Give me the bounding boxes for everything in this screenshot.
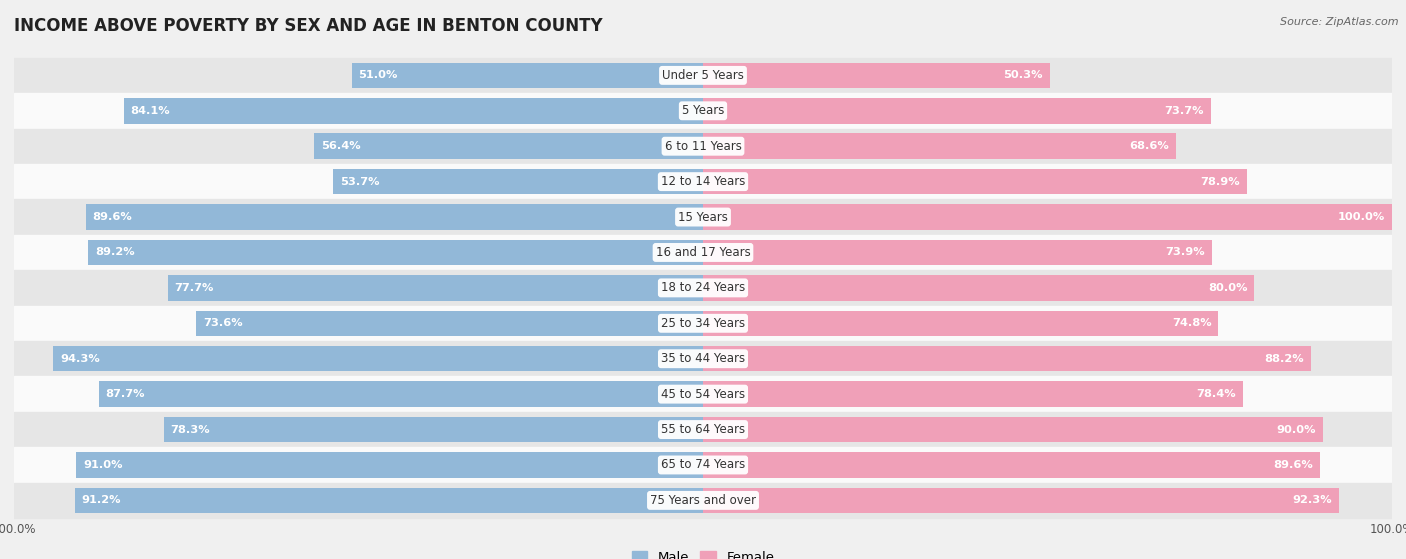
- Text: 91.0%: 91.0%: [83, 460, 122, 470]
- Bar: [315, 134, 703, 159]
- Text: 18 to 24 Years: 18 to 24 Years: [661, 281, 745, 295]
- Bar: [703, 381, 1243, 407]
- Text: 92.3%: 92.3%: [1292, 495, 1331, 505]
- Bar: [195, 311, 703, 336]
- Bar: [703, 63, 1049, 88]
- Bar: [352, 63, 703, 88]
- Text: 89.6%: 89.6%: [93, 212, 132, 222]
- Text: 75 Years and over: 75 Years and over: [650, 494, 756, 507]
- Bar: [703, 417, 1323, 442]
- Bar: [89, 240, 703, 265]
- Bar: [98, 381, 703, 407]
- Text: 56.4%: 56.4%: [322, 141, 361, 151]
- Text: 88.2%: 88.2%: [1264, 354, 1303, 364]
- Text: 5 Years: 5 Years: [682, 105, 724, 117]
- Bar: [703, 169, 1247, 195]
- Bar: [14, 447, 1392, 482]
- Text: 90.0%: 90.0%: [1277, 424, 1316, 434]
- Bar: [14, 58, 1392, 93]
- Text: 73.7%: 73.7%: [1164, 106, 1204, 116]
- Bar: [14, 164, 1392, 200]
- Bar: [703, 346, 1310, 372]
- Bar: [703, 240, 1212, 265]
- Bar: [76, 452, 703, 478]
- Text: 89.2%: 89.2%: [96, 248, 135, 258]
- Bar: [703, 204, 1392, 230]
- Bar: [14, 235, 1392, 270]
- Text: 78.3%: 78.3%: [170, 424, 209, 434]
- Text: 80.0%: 80.0%: [1208, 283, 1247, 293]
- Bar: [703, 311, 1219, 336]
- Bar: [333, 169, 703, 195]
- Bar: [14, 341, 1392, 376]
- Text: 50.3%: 50.3%: [1002, 70, 1043, 80]
- Text: 74.8%: 74.8%: [1171, 318, 1212, 328]
- Bar: [163, 417, 703, 442]
- Text: Under 5 Years: Under 5 Years: [662, 69, 744, 82]
- Text: 51.0%: 51.0%: [359, 70, 398, 80]
- Text: 73.9%: 73.9%: [1166, 248, 1205, 258]
- Bar: [14, 482, 1392, 518]
- Bar: [703, 98, 1211, 124]
- Text: 25 to 34 Years: 25 to 34 Years: [661, 317, 745, 330]
- Text: Source: ZipAtlas.com: Source: ZipAtlas.com: [1281, 17, 1399, 27]
- Text: 65 to 74 Years: 65 to 74 Years: [661, 458, 745, 471]
- Bar: [14, 376, 1392, 412]
- Text: 89.6%: 89.6%: [1274, 460, 1313, 470]
- Text: INCOME ABOVE POVERTY BY SEX AND AGE IN BENTON COUNTY: INCOME ABOVE POVERTY BY SEX AND AGE IN B…: [14, 17, 603, 35]
- Bar: [703, 487, 1339, 513]
- Bar: [14, 129, 1392, 164]
- Bar: [124, 98, 703, 124]
- Text: 84.1%: 84.1%: [131, 106, 170, 116]
- Bar: [75, 487, 703, 513]
- Text: 35 to 44 Years: 35 to 44 Years: [661, 352, 745, 365]
- Bar: [86, 204, 703, 230]
- Bar: [703, 134, 1175, 159]
- Legend: Male, Female: Male, Female: [626, 546, 780, 559]
- Bar: [14, 412, 1392, 447]
- Text: 78.4%: 78.4%: [1197, 389, 1236, 399]
- Text: 78.9%: 78.9%: [1201, 177, 1240, 187]
- Bar: [14, 93, 1392, 129]
- Text: 73.6%: 73.6%: [202, 318, 242, 328]
- Text: 68.6%: 68.6%: [1129, 141, 1168, 151]
- Bar: [14, 200, 1392, 235]
- Text: 87.7%: 87.7%: [105, 389, 145, 399]
- Bar: [14, 306, 1392, 341]
- Text: 100.0%: 100.0%: [1337, 212, 1385, 222]
- Text: 94.3%: 94.3%: [60, 354, 100, 364]
- Text: 91.2%: 91.2%: [82, 495, 121, 505]
- Text: 77.7%: 77.7%: [174, 283, 214, 293]
- Text: 15 Years: 15 Years: [678, 211, 728, 224]
- Text: 53.7%: 53.7%: [340, 177, 380, 187]
- Text: 45 to 54 Years: 45 to 54 Years: [661, 387, 745, 401]
- Text: 55 to 64 Years: 55 to 64 Years: [661, 423, 745, 436]
- Text: 12 to 14 Years: 12 to 14 Years: [661, 175, 745, 188]
- Text: 6 to 11 Years: 6 to 11 Years: [665, 140, 741, 153]
- Bar: [167, 275, 703, 301]
- Text: 16 and 17 Years: 16 and 17 Years: [655, 246, 751, 259]
- Bar: [703, 275, 1254, 301]
- Bar: [53, 346, 703, 372]
- Bar: [14, 270, 1392, 306]
- Bar: [703, 452, 1320, 478]
